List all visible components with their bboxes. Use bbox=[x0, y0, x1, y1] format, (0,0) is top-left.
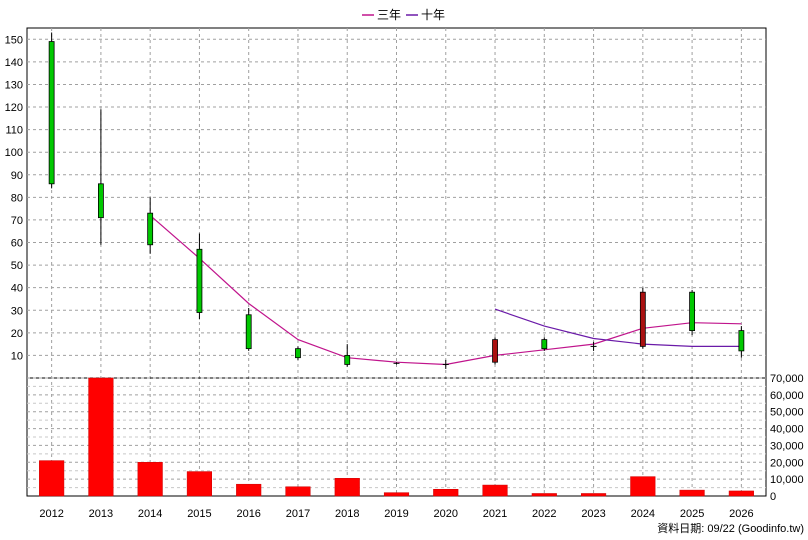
price-tick-label: 110 bbox=[5, 125, 23, 137]
volume-tick-label: 60,000 bbox=[770, 390, 804, 402]
volume-bar bbox=[88, 377, 114, 497]
price-tick-label: 50 bbox=[11, 260, 23, 272]
series-line bbox=[494, 308, 742, 347]
candle-body bbox=[295, 348, 301, 359]
volume-bar bbox=[581, 493, 607, 497]
price-tick-label: 140 bbox=[5, 57, 23, 69]
volume-tick-label: 70,000 bbox=[770, 373, 804, 385]
volume-tick-label: 20,000 bbox=[770, 457, 804, 469]
x-tick-label: 2020 bbox=[434, 508, 458, 520]
price-tick-label: 30 bbox=[11, 305, 23, 317]
x-tick-label: 2017 bbox=[286, 508, 310, 520]
price-panel: 10 20 30 40 50 60 70 80 90 100 110 120 130 140 150 bbox=[5, 27, 767, 497]
x-tick-label: 2013 bbox=[89, 508, 113, 520]
x-tick-label: 2023 bbox=[581, 508, 605, 520]
footer: 資料日期: 09/22 (Goodinfo.tw) bbox=[657, 520, 804, 536]
candle-body bbox=[245, 314, 252, 350]
legend: 三年 十年 bbox=[362, 8, 445, 22]
candle-body bbox=[344, 355, 351, 365]
volume-bar bbox=[285, 486, 311, 497]
volume-bar bbox=[728, 490, 754, 497]
candle-body bbox=[689, 291, 695, 331]
candle-body bbox=[492, 339, 498, 363]
x-tick-label: 2014 bbox=[138, 508, 162, 520]
price-tick-label: 10 bbox=[11, 350, 23, 362]
candle-body bbox=[196, 248, 203, 313]
candle-body bbox=[639, 291, 646, 347]
x-tick-label: 2018 bbox=[335, 508, 359, 520]
volume-bar bbox=[482, 484, 508, 497]
x-tick-label: 2024 bbox=[631, 508, 655, 520]
x-tick-label: 2026 bbox=[729, 508, 753, 520]
x-tick-label: 2016 bbox=[236, 508, 260, 520]
footer-source: (Goodinfo.tw) bbox=[737, 523, 804, 535]
volume-panel: 0 10,000 20,000 30,000 40,000 50,000 60,000 70,… bbox=[27, 373, 804, 503]
volume-bar bbox=[334, 478, 360, 497]
volume-bar bbox=[137, 462, 163, 497]
volume-bar bbox=[433, 489, 459, 497]
candle-body bbox=[98, 183, 104, 219]
legend-label-ten-year: 十年 bbox=[421, 8, 445, 22]
x-tick-label: 2021 bbox=[483, 508, 507, 520]
x-tick-label: 2015 bbox=[187, 508, 211, 520]
volume-bar bbox=[630, 476, 656, 497]
price-tick-label: 20 bbox=[11, 328, 23, 340]
price-tick-label: 70 bbox=[11, 215, 23, 227]
volume-bar bbox=[531, 493, 557, 497]
volume-bar bbox=[383, 492, 410, 497]
volume-tick-label: 10,000 bbox=[770, 474, 804, 486]
candle-body bbox=[147, 212, 154, 246]
volume-bar bbox=[236, 483, 262, 497]
price-tick-label: 60 bbox=[11, 238, 23, 250]
price-tick-label: 90 bbox=[11, 170, 23, 182]
x-tick-label: 2019 bbox=[384, 508, 408, 520]
price-tick-label: 150 bbox=[5, 34, 23, 46]
price-tick-label: 40 bbox=[11, 283, 23, 295]
candle-body bbox=[738, 330, 745, 352]
x-tick-label: 2025 bbox=[680, 508, 704, 520]
x-tick-label: 2012 bbox=[39, 508, 63, 520]
x-tick-label: 2022 bbox=[532, 508, 556, 520]
legend-label-three-year: 三年 bbox=[377, 8, 401, 22]
volume-tick-label: 0 bbox=[770, 491, 776, 503]
price-tick-label: 80 bbox=[11, 192, 23, 204]
x-axis: 2012 2013 2014 2015 2016 2017 2018 2019 2020 2021… bbox=[39, 508, 753, 520]
price-tick-label: 120 bbox=[5, 102, 23, 114]
footer-label: 資料日期: bbox=[657, 523, 705, 535]
volume-tick-label: 40,000 bbox=[770, 424, 804, 436]
volume-bar bbox=[39, 460, 65, 497]
price-tick-label: 100 bbox=[5, 147, 23, 159]
volume-tick-label: 50,000 bbox=[770, 407, 804, 419]
volume-bar bbox=[186, 471, 213, 497]
candle-body bbox=[541, 339, 548, 350]
volume-bar bbox=[679, 489, 705, 497]
candle-body bbox=[48, 41, 55, 185]
footer-date: 09/22 bbox=[707, 523, 735, 535]
price-tick-label: 130 bbox=[5, 79, 23, 91]
volume-tick-label: 30,000 bbox=[770, 440, 804, 452]
